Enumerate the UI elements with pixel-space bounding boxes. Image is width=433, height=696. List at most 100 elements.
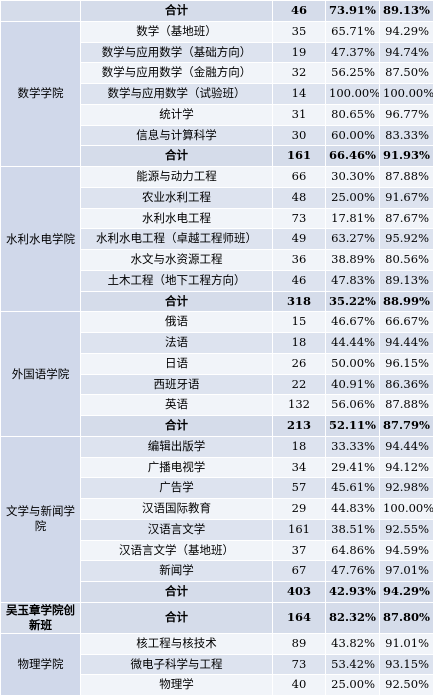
major-name-cell: 广告学 (81, 478, 273, 499)
rate-two-cell: 91.67% (380, 187, 433, 208)
rate-one-cell: 47.76% (326, 561, 380, 582)
total-label-cell: 合计 (81, 582, 273, 603)
rate-two-cell: 94.74% (380, 42, 433, 63)
major-name-cell: 数学与应用数学（试验班） (81, 84, 273, 105)
major-name-cell: 英语 (81, 395, 273, 416)
rate-one-cell: 38.89% (326, 250, 380, 271)
total-label-cell: 合计 (81, 146, 273, 167)
rate-one-cell: 43.82% (326, 633, 380, 654)
graduate-count-cell: 67 (273, 561, 326, 582)
graduate-count-cell: 49 (273, 229, 326, 250)
total-rate-one-cell: 73.91% (326, 1, 380, 22)
total-label-cell: 合计 (81, 1, 273, 22)
total-label-cell: 合计 (81, 291, 273, 312)
major-name-cell: 核工程与核技术 (81, 633, 273, 654)
rate-one-cell: 56.25% (326, 63, 380, 84)
rate-one-cell: 25.00% (326, 675, 380, 696)
rate-one-cell: 29.41% (326, 457, 380, 478)
major-name-cell: 土木工程（地下工程方向） (81, 270, 273, 291)
major-name-cell: 统计学 (81, 104, 273, 125)
rate-one-cell: 56.06% (326, 395, 380, 416)
total-rate-one-cell: 42.93% (326, 582, 380, 603)
total-count-cell: 46 (273, 1, 326, 22)
major-name-cell: 微电子科学与工程 (81, 654, 273, 675)
major-name-cell: 新闻学 (81, 561, 273, 582)
total-count-cell: 161 (273, 146, 326, 167)
rate-one-cell: 38.51% (326, 519, 380, 540)
graduate-count-cell: 66 (273, 167, 326, 188)
rate-one-cell: 44.83% (326, 499, 380, 520)
rate-two-cell: 94.29% (380, 21, 433, 42)
college-name-cell: 物理学院 (1, 633, 81, 695)
rate-one-cell: 100.00% (326, 84, 380, 105)
rate-one-cell: 80.65% (326, 104, 380, 125)
rate-two-cell: 92.55% (380, 519, 433, 540)
rate-one-cell: 30.30% (326, 167, 380, 188)
rate-one-cell: 33.33% (326, 436, 380, 457)
graduate-count-cell: 26 (273, 353, 326, 374)
graduate-count-cell: 35 (273, 21, 326, 42)
graduate-count-cell: 15 (273, 312, 326, 333)
major-name-cell: 能源与动力工程 (81, 167, 273, 188)
rate-two-cell: 91.01% (380, 633, 433, 654)
total-rate-one-cell: 82.32% (326, 602, 380, 633)
major-name-cell: 农业水利工程 (81, 187, 273, 208)
rate-two-cell: 100.00% (380, 499, 433, 520)
rate-one-cell: 50.00% (326, 353, 380, 374)
graduate-count-cell: 46 (273, 270, 326, 291)
graduate-count-cell: 32 (273, 63, 326, 84)
college-name-cell: 吴玉章学院创新班 (1, 602, 81, 633)
rate-two-cell: 92.98% (380, 478, 433, 499)
graduate-count-cell: 34 (273, 457, 326, 478)
college-name-cell (1, 1, 81, 22)
graduate-count-cell: 37 (273, 540, 326, 561)
rate-one-cell: 17.81% (326, 208, 380, 229)
major-name-cell: 水利水电工程 (81, 208, 273, 229)
major-name-cell: 编辑出版学 (81, 436, 273, 457)
total-count-cell: 213 (273, 416, 326, 437)
rate-one-cell: 47.83% (326, 270, 380, 291)
major-name-cell: 汉语言文学（基地班） (81, 540, 273, 561)
graduate-count-cell: 73 (273, 208, 326, 229)
rate-two-cell: 87.88% (380, 395, 433, 416)
total-rate-one-cell: 35.22% (326, 291, 380, 312)
graduate-count-cell: 31 (273, 104, 326, 125)
major-name-cell: 数学与应用数学（金融方向） (81, 63, 273, 84)
graduate-count-cell: 89 (273, 633, 326, 654)
total-rate-two-cell: 88.99% (380, 291, 433, 312)
major-name-cell: 法语 (81, 333, 273, 354)
rate-one-cell: 45.61% (326, 478, 380, 499)
total-rate-one-cell: 52.11% (326, 416, 380, 437)
graduate-count-cell: 14 (273, 84, 326, 105)
rate-two-cell: 100.00% (380, 84, 433, 105)
graduate-count-cell: 132 (273, 395, 326, 416)
rate-two-cell: 83.33% (380, 125, 433, 146)
college-name-cell: 外国语学院 (1, 312, 81, 437)
graduate-count-cell: 48 (273, 187, 326, 208)
graduate-count-cell: 18 (273, 333, 326, 354)
total-label-cell: 合计 (81, 602, 273, 633)
college-name-cell: 文学与新闻学院 (1, 436, 81, 602)
rate-two-cell: 89.13% (380, 270, 433, 291)
major-name-cell: 信息与计算科学 (81, 125, 273, 146)
major-name-cell: 日语 (81, 353, 273, 374)
graduate-count-cell: 19 (273, 42, 326, 63)
rate-two-cell: 80.56% (380, 250, 433, 271)
rate-two-cell: 94.44% (380, 436, 433, 457)
rate-two-cell: 96.15% (380, 353, 433, 374)
graduate-count-cell: 18 (273, 436, 326, 457)
total-count-cell: 318 (273, 291, 326, 312)
graduate-count-cell: 73 (273, 654, 326, 675)
rate-two-cell: 95.92% (380, 229, 433, 250)
major-name-cell: 广播电视学 (81, 457, 273, 478)
total-rate-two-cell: 94.29% (380, 582, 433, 603)
rate-two-cell: 93.15% (380, 654, 433, 675)
total-rate-one-cell: 66.46% (326, 146, 380, 167)
